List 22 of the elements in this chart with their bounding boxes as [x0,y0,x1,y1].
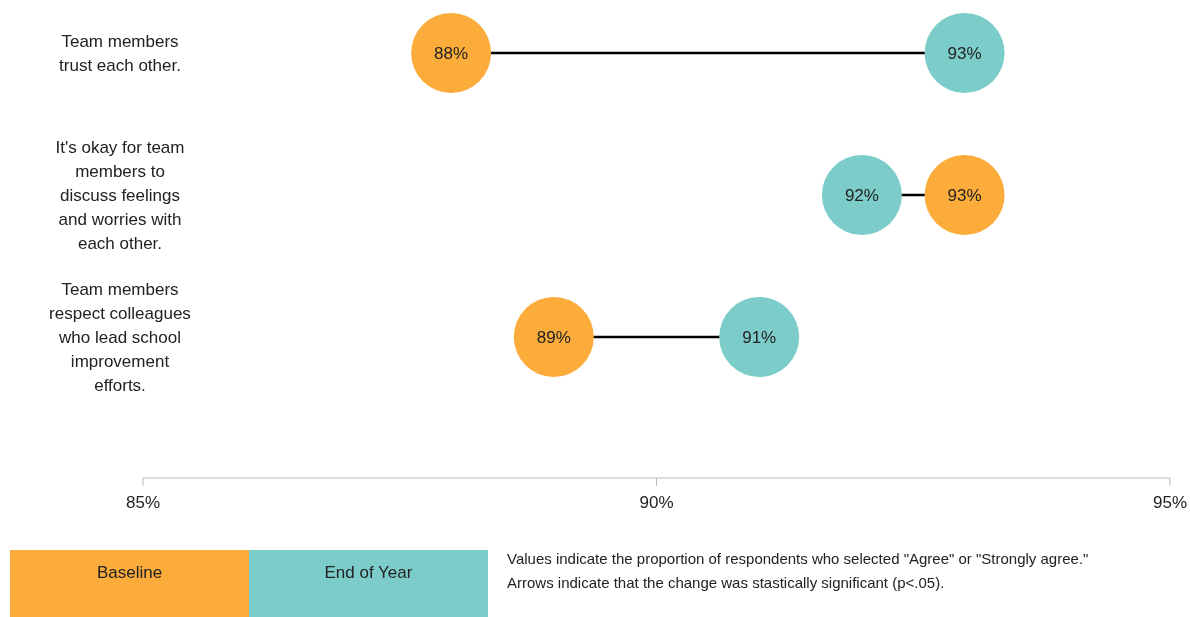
point [924,155,1005,235]
y-tick-label: Team members trust each other. [59,31,181,75]
data-label: 92% [844,185,879,205]
y-tick-label: It's okay for team members to discuss feelings and worries with each other. [55,137,185,253]
point [513,297,594,377]
data-label: 89% [536,327,571,347]
point [924,13,1005,93]
point [821,155,902,235]
text: Arrows indicate that the change was stastically significant (p<.05). [507,574,945,591]
text: End of Year [324,562,413,582]
data-label: 88% [434,43,469,63]
text: Values indicate the proportion of respondents who selected "Agree" or "Strongly agree." [507,550,1089,567]
point [411,13,492,93]
data-label: 93% [947,185,982,205]
y-tick-label: Team members respect colleagues who lead school improvement efforts. [49,279,191,395]
data-label: 93% [947,43,982,63]
x-tick-label: 85% [125,493,161,512]
x-tick-label: 95% [1152,493,1188,512]
text: Baseline [96,562,163,582]
point [719,297,800,377]
x-tick-label: 90% [639,493,674,512]
data-label: 91% [742,327,777,347]
